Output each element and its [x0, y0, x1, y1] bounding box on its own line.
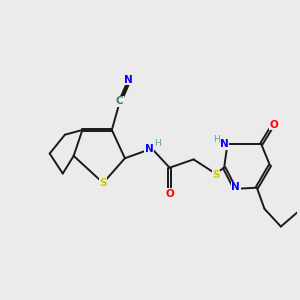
Text: N: N: [231, 182, 240, 192]
Text: N: N: [220, 139, 228, 149]
Text: S: S: [212, 170, 220, 180]
Text: C: C: [116, 96, 123, 106]
Text: H: H: [213, 135, 220, 144]
Text: O: O: [269, 120, 278, 130]
Text: N: N: [124, 75, 133, 85]
Text: O: O: [165, 189, 174, 199]
Text: S: S: [99, 178, 107, 188]
Text: N: N: [145, 143, 154, 154]
Text: H: H: [154, 139, 160, 148]
